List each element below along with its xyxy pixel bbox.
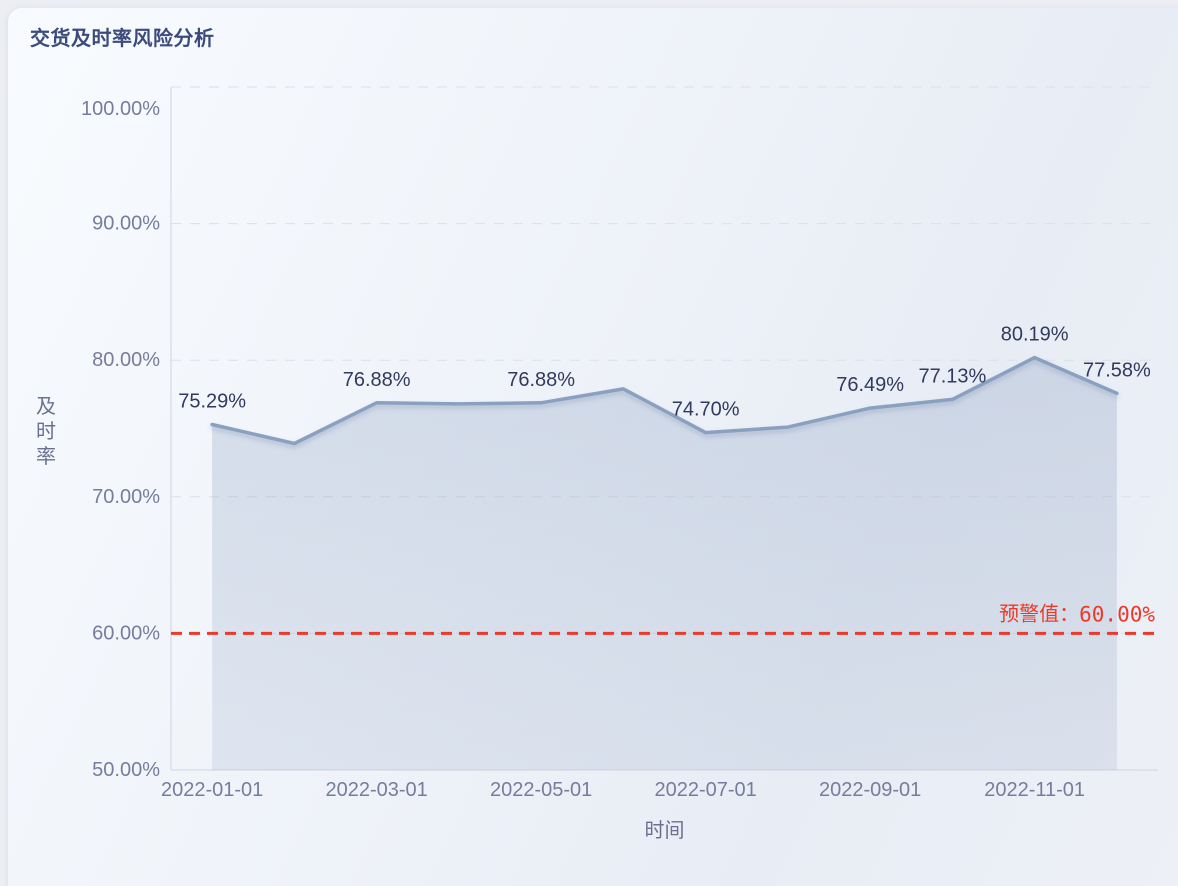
y-tick-label: 80.00% bbox=[92, 349, 160, 371]
data-point-label: 74.70% bbox=[672, 399, 740, 421]
x-tick-label: 2022-03-01 bbox=[325, 779, 427, 801]
x-tick-label: 2022-09-01 bbox=[819, 779, 921, 801]
series-line bbox=[210, 355, 1119, 446]
y-tick-label: 70.00% bbox=[92, 486, 160, 508]
y-axis-title: 及时率 bbox=[36, 396, 56, 468]
y-tick-label: 50.00% bbox=[92, 759, 160, 781]
data-point-label: 77.13% bbox=[918, 365, 986, 387]
data-point-label: 76.88% bbox=[507, 369, 575, 391]
data-point-label: 80.19% bbox=[1001, 324, 1069, 346]
y-tick-label: 60.00% bbox=[92, 622, 160, 644]
x-tick-label: 2022-05-01 bbox=[490, 779, 592, 801]
x-tick-label: 2022-07-01 bbox=[654, 779, 756, 801]
x-tick-label: 2022-11-01 bbox=[984, 779, 1085, 801]
chart-title: 交货及时率风险分析 bbox=[30, 28, 215, 50]
series-area bbox=[212, 357, 1117, 770]
data-point-label: 77.58% bbox=[1083, 359, 1151, 381]
x-tick-label: 2022-01-01 bbox=[161, 779, 263, 801]
y-tick-label: 90.00% bbox=[92, 213, 160, 235]
warning-label: 预警值：60.00% bbox=[999, 602, 1155, 626]
data-point-label: 76.88% bbox=[343, 369, 411, 391]
y-tick-label: 100.00% bbox=[81, 98, 160, 120]
x-axis-title: 时间 bbox=[645, 819, 685, 842]
data-point-label: 76.49% bbox=[836, 374, 904, 396]
data-point-label: 75.29% bbox=[178, 391, 246, 413]
